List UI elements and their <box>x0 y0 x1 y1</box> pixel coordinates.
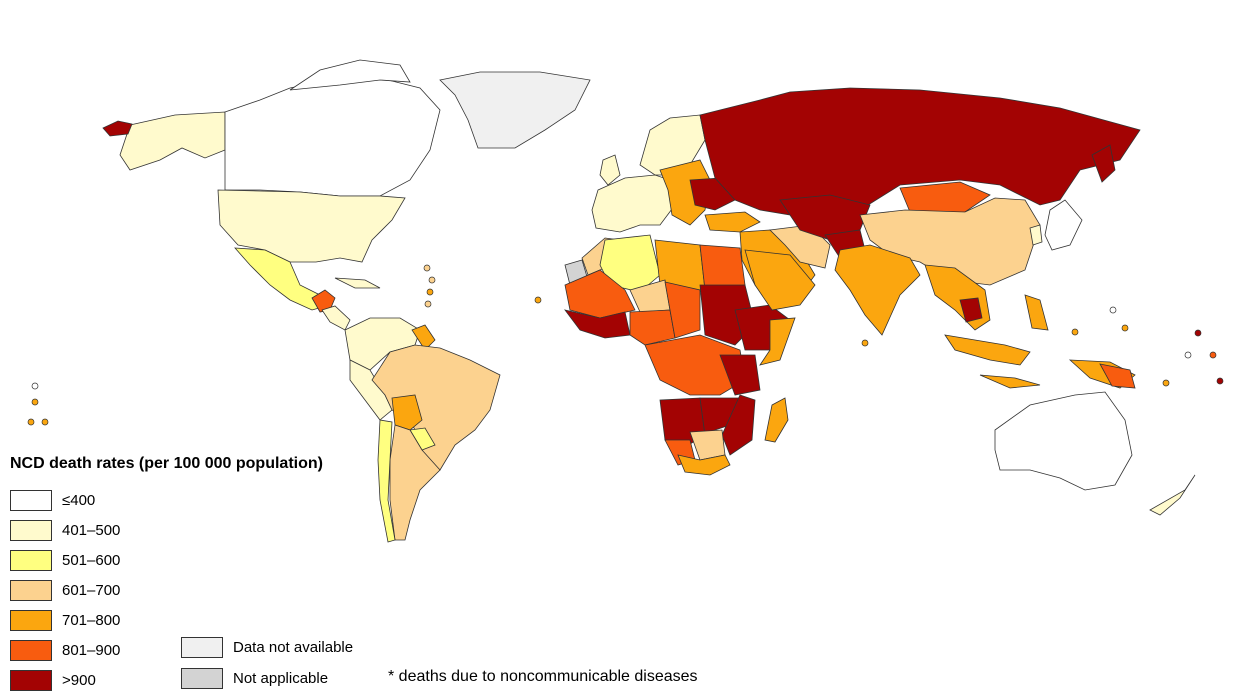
region-central-america-south <box>321 305 351 331</box>
legend-label-801-900: 801–900 <box>62 641 121 659</box>
legend-swatch-601-700 <box>10 579 52 601</box>
region-korea <box>1029 224 1043 246</box>
legend-label-le400: ≤400 <box>62 491 96 509</box>
region-japan <box>1044 199 1083 251</box>
region-egypt <box>699 244 746 291</box>
island-caribbean-2 <box>428 276 436 284</box>
region-canada-islands <box>289 59 411 91</box>
island-pacific-2 <box>41 418 49 426</box>
region-central-america <box>311 289 336 313</box>
legend-label-601-700: 601–700 <box>62 581 121 599</box>
region-alaska <box>119 111 226 171</box>
region-russia <box>699 87 1141 226</box>
region-mongolia <box>899 181 991 213</box>
island-indian-ocean <box>861 339 869 347</box>
region-arabia <box>744 249 816 311</box>
legend-label-401-500: 401–500 <box>62 521 121 539</box>
legend-label-gt900: >900 <box>62 671 96 689</box>
island-pacific-9 <box>1216 377 1224 385</box>
island-pacific-4 <box>1121 324 1129 332</box>
region-canada <box>224 77 441 197</box>
region-png <box>1099 363 1136 389</box>
legend-item-not-applicable: Not applicable <box>181 663 353 694</box>
region-guianas <box>411 324 436 351</box>
legend-swatch-801-900 <box>10 639 52 661</box>
island-hawaii-2 <box>31 398 39 406</box>
legend-item-le400: ≤400 <box>10 485 120 515</box>
region-kamchatka <box>1091 144 1116 183</box>
legend-item-601-700: 601–700 <box>10 575 120 605</box>
region-mauritania-mali <box>564 269 636 319</box>
region-chile <box>377 419 396 543</box>
legend-item-701-800: 701–800 <box>10 605 120 635</box>
region-greenland <box>439 71 591 149</box>
legend-extra: Data not available Not applicable <box>181 632 353 694</box>
island-pacific-6 <box>1194 329 1202 337</box>
region-brazil <box>371 344 501 471</box>
legend-swatch-401-500 <box>10 519 52 541</box>
region-western-europe <box>591 174 676 233</box>
region-indonesia-east <box>979 374 1041 389</box>
region-new-zealand <box>1149 474 1196 516</box>
region-turkey <box>704 211 761 233</box>
legend-item-801-900: 801–900 <box>10 635 120 665</box>
region-usa <box>217 189 406 263</box>
region-somalia <box>759 317 796 366</box>
legend-swatch-501-600 <box>10 549 52 571</box>
region-south-africa <box>677 454 731 476</box>
island-caribbean-1 <box>423 264 431 272</box>
legend-title: NCD death rates (per 100 000 population) <box>10 455 323 472</box>
region-mozambique <box>721 394 756 456</box>
region-nigeria <box>629 309 676 346</box>
region-chad <box>664 281 701 339</box>
island-hawaii-1 <box>31 382 39 390</box>
island-pacific-1 <box>27 418 35 426</box>
legend: ≤400 401–500 501–600 601–700 701–800 801… <box>10 485 120 695</box>
region-australia <box>994 391 1133 491</box>
island-pacific-10 <box>1162 379 1170 387</box>
legend-label-501-600: 501–600 <box>62 551 121 569</box>
island-atlantic <box>534 296 542 304</box>
region-bolivia <box>391 394 423 431</box>
island-caribbean-3 <box>426 288 434 296</box>
island-caribbean-4 <box>424 300 432 308</box>
legend-swatch-le400 <box>10 489 52 511</box>
legend-label-data-not-available: Data not available <box>233 639 354 656</box>
region-chukotka-west <box>102 120 133 137</box>
legend-item-501-600: 501–600 <box>10 545 120 575</box>
region-cuba <box>334 277 381 289</box>
region-uk <box>599 154 621 186</box>
legend-label-701-800: 701–800 <box>62 611 121 629</box>
region-east-africa <box>719 354 761 396</box>
island-pacific-7 <box>1184 351 1192 359</box>
legend-item-401-500: 401–500 <box>10 515 120 545</box>
region-peru <box>349 359 393 421</box>
island-pacific-8 <box>1209 351 1217 359</box>
legend-item-gt900: >900 <box>10 665 120 695</box>
island-pacific-5 <box>1109 306 1117 314</box>
region-cambodia <box>959 297 983 323</box>
region-madagascar <box>764 397 789 443</box>
region-india <box>834 244 921 336</box>
region-indonesia <box>944 334 1031 366</box>
legend-swatch-gt900 <box>10 669 52 691</box>
legend-swatch-data-not-available <box>181 637 223 658</box>
legend-swatch-not-applicable <box>181 668 223 689</box>
footnote: * deaths due to noncommunicable diseases <box>388 668 698 685</box>
legend-item-data-not-available: Data not available <box>181 632 353 663</box>
region-botswana <box>689 429 726 461</box>
island-pacific-3 <box>1071 328 1079 336</box>
legend-swatch-701-800 <box>10 609 52 631</box>
legend-label-not-applicable: Not applicable <box>233 670 329 687</box>
region-argentina <box>389 424 441 541</box>
region-eastern-europe <box>659 159 711 226</box>
region-philippines <box>1024 294 1049 331</box>
